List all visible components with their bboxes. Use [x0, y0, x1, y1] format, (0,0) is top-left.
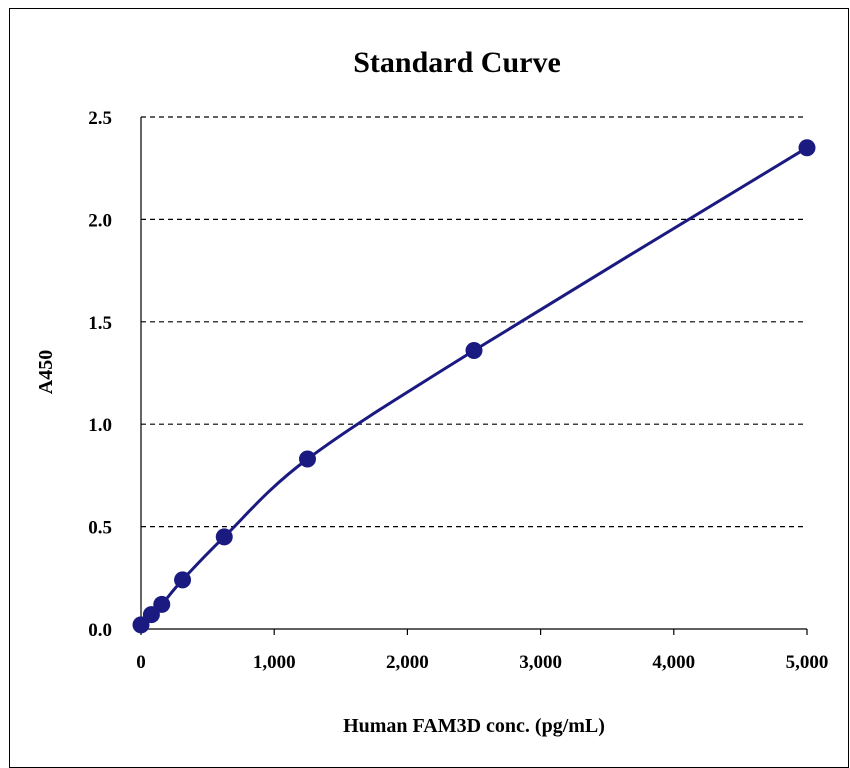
axes: [140, 117, 808, 635]
y-tick-label-3: 1.5: [88, 313, 112, 334]
y-tick-label-1: 0.5: [88, 518, 112, 539]
x-tick-label-2: 2,000: [386, 652, 429, 673]
chart-frame: [9, 8, 849, 768]
data-point-5: [299, 450, 316, 468]
x-axis-label: Human FAM3D conc. (pg/mL): [343, 715, 605, 737]
y-axis-label: A450: [35, 350, 57, 394]
data-point-4: [215, 528, 233, 546]
x-tick-label-5: 5,000: [786, 652, 829, 673]
data-point-6: [465, 341, 483, 359]
y-tick-labels: 0.0 0.5 1.0 1.5 2.0 2.5: [88, 108, 112, 641]
gridlines: [141, 116, 807, 528]
y-tick-label-2: 1.0: [88, 415, 112, 436]
x-tick-labels: 0 1,000 2,000 3,000 4,000 5,000: [136, 652, 828, 673]
data-point-1: [142, 606, 160, 624]
x-tick-label-0: 0: [136, 652, 146, 673]
data-point-7: [798, 139, 816, 157]
data-point-2: [153, 595, 171, 613]
y-tick-label-5: 2.5: [88, 108, 112, 129]
x-tick-label-1: 1,000: [253, 652, 296, 673]
data-point-0: [132, 616, 150, 634]
y-tick-label-0: 0.0: [88, 620, 112, 641]
x-tick-label-3: 3,000: [519, 652, 562, 673]
chart-title: Standard Curve: [353, 46, 561, 79]
y-tick-label-4: 2.0: [88, 210, 112, 231]
x-tick-label-4: 4,000: [652, 652, 695, 673]
data-point-3: [174, 571, 192, 589]
data-points: [132, 139, 816, 634]
